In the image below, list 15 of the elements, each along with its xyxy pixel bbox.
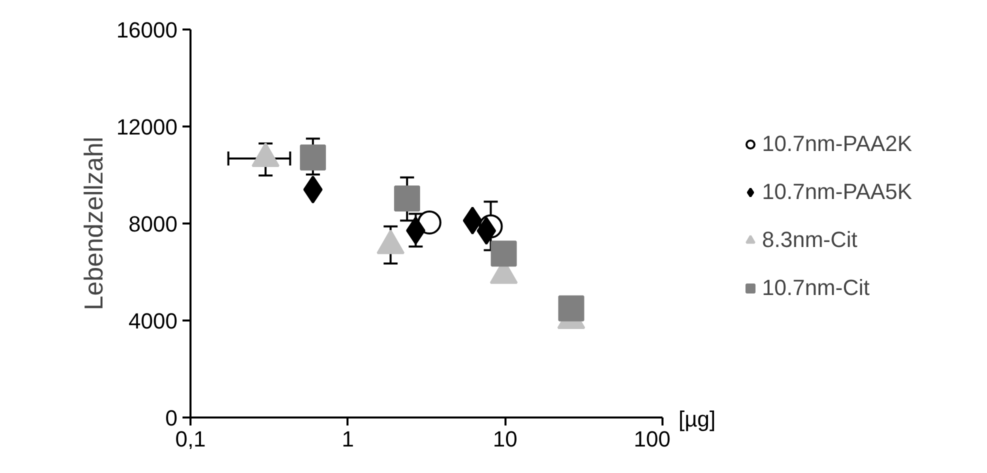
x-tick-label: 100 <box>634 426 671 452</box>
y-axis-title: Lebendzellzahl <box>78 136 108 310</box>
legend-label: 8.3nm-Cit <box>762 227 858 253</box>
legend-label: 10.7nm-PAA5K <box>762 179 912 205</box>
legend-label: 10.7nm-PAA2K <box>762 131 912 157</box>
legend-label: 10.7nm-Cit <box>762 275 870 301</box>
y-tick-label: 0 <box>165 406 178 430</box>
x-tick-label: 10 <box>492 426 518 452</box>
y-tick-label: 4000 <box>128 308 178 334</box>
y-tick-label: 8000 <box>128 212 178 236</box>
y-tick-label: 16000 <box>116 18 178 42</box>
x-axis-title: [µg] <box>678 406 716 432</box>
x-tick-label: 1 <box>342 426 354 452</box>
x-tick-label: 0,1 <box>175 426 206 452</box>
y-tick-label: 12000 <box>116 114 178 140</box>
